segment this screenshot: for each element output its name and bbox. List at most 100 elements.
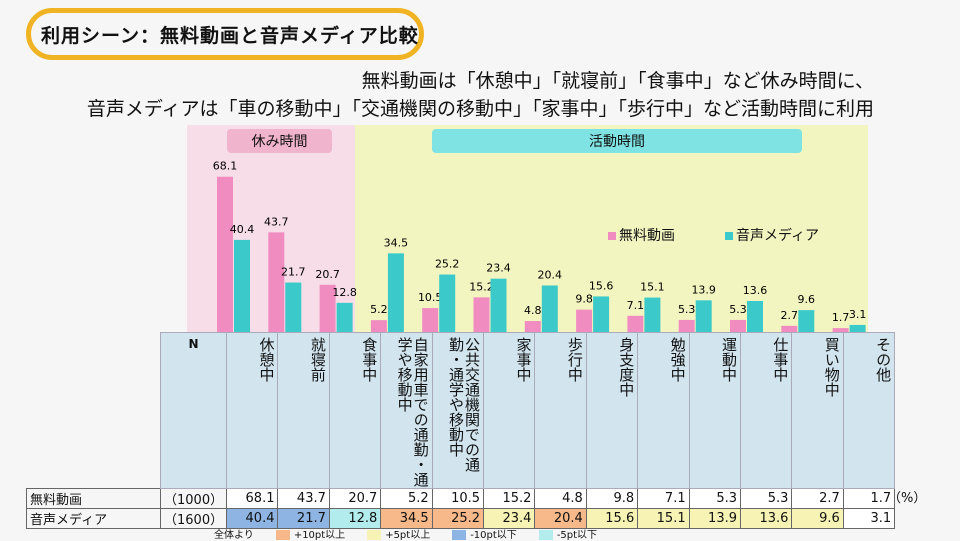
data-label: 20.7 [315,268,340,281]
category-header: 休憩中 [226,332,279,489]
category-header: 買い物中 [791,332,844,489]
data-label: 13.9 [691,283,716,296]
legend-audio: 音声メディア [725,225,819,245]
value-cell: 5.2 [380,488,433,509]
bar-free-video [576,309,593,332]
value-cell: 40.4 [226,508,279,529]
category-header: 運動中 [688,332,742,489]
bar-free-video [268,232,285,332]
unit-label: （%） [888,491,927,506]
value-cell: 9.8 [585,488,639,509]
data-label: 68.1 [213,160,238,173]
data-table: N 休憩中 就寝前 食事中 自家用車での通勤・通学や移動中 公共交通機関での通勤・通学や移… [26,332,896,529]
data-label: 5.2 [370,303,388,316]
category-header: 身支度中 [585,332,639,489]
data-label: 13.6 [743,284,768,297]
value-cell: 21.7 [277,508,330,529]
value-cell: 5.3 [688,488,742,509]
bar-free-video [678,319,695,332]
value-cell: 25.2 [431,508,485,529]
value-cell: 2.7 [791,488,844,509]
data-label: 9.8 [575,293,593,306]
data-label: 5.3 [729,303,747,316]
value-cell: 10.5 [431,488,485,509]
bar-audio [439,274,456,332]
bar-audio [285,282,302,332]
subtitle-line-2: 音声メディアは「車の移動中」「交通機関の移動中」「家事中」「歩行中」など活動時間… [86,98,874,120]
value-cell: 13.9 [688,508,742,529]
category-header: 家事中 [483,332,536,489]
row-label: 音声メディア [26,508,161,529]
category-header: その他 [842,332,896,489]
data-label: 25.2 [435,258,460,271]
highlight-legend: 全体より +10pt以上 +5pt以上 -10pt以下 -5pt以下 [214,526,597,541]
n-value: （1000） [159,488,228,509]
bar-audio [541,285,558,332]
bar-free-video [781,325,798,332]
data-label: 15.2 [469,280,494,293]
category-header: 仕事中 [739,332,793,489]
category-header: 公共交通機関での通勤・通学や移動中 [431,332,485,489]
n-value: （1600） [159,508,228,529]
value-cell: 13.6 [739,508,793,529]
data-label: 3.1 [849,308,867,321]
data-label: 40.4 [230,223,255,236]
bar-free-video [473,297,490,332]
legend-free-video: 無料動画 [608,225,675,245]
data-label: 43.7 [264,215,289,228]
bar-free-video [627,315,644,332]
value-cell: 12.8 [328,508,382,529]
value-cell: 68.1 [226,488,279,509]
highlight-legend-item: +10pt以上 [275,526,345,541]
data-label: 15.6 [589,279,614,292]
value-cell: 15.2 [483,488,536,509]
highlight-legend-item: +5pt以上 [367,526,430,541]
data-label: 7.1 [627,299,645,312]
data-label: 5.3 [678,303,696,316]
value-cell: 7.1 [637,488,690,509]
data-label: 21.7 [281,266,306,279]
data-label: 34.5 [384,236,409,249]
category-header: 食事中 [328,332,382,489]
subtitle-line-1: 無料動画は「休憩中」「就寝前」「食事中」など休み時間に、 [361,70,874,92]
value-cell: 5.3 [739,488,793,509]
category-header: 自家用車での通勤・通学や移動中 [380,332,433,489]
value-cell: 20.7 [328,488,382,509]
highlight-legend-title: 全体より [214,530,254,541]
data-label: 12.8 [332,286,357,299]
bar-free-video [730,319,746,332]
row-label: 無料動画 [26,488,161,509]
bar-free-video [422,308,439,332]
bar-free-video [217,176,233,332]
group-label-rest: 休み時間 [227,129,332,153]
category-header: 就寝前 [277,332,330,489]
group-label-active: 活動時間 [432,129,802,153]
bar-audio [234,239,250,332]
bar-free-video [319,284,336,332]
highlight-legend-item: -5pt以下 [538,526,597,541]
legend: 無料動画 音声メディア [608,225,819,245]
data-label: 23.4 [486,262,511,275]
data-label: 20.4 [538,268,563,281]
bar-audio [593,296,610,332]
value-cell: 3.1 [842,508,896,529]
bar-audio [336,302,353,332]
bar-audio [849,324,866,332]
highlight-legend-item: -10pt以下 [452,526,517,541]
category-header: 勉強中 [637,332,690,489]
value-cell: 20.4 [534,508,587,529]
bar-free-video [524,321,541,332]
value-cell: 15.6 [585,508,639,529]
bar-audio [798,310,815,332]
value-cell: 9.6 [791,508,844,529]
value-cell: 1.7 [842,488,896,509]
bar-free-video [832,328,849,332]
data-label: 10.5 [418,291,443,304]
value-cell: 34.5 [380,508,433,529]
data-label: 4.8 [524,304,542,317]
bar-audio [490,278,507,332]
data-label: 9.6 [798,293,816,306]
bar-free-video [370,320,387,332]
slide-title: 利用シーン：無料動画と音声メディア比較 [26,8,424,60]
n-header: N [159,332,228,489]
